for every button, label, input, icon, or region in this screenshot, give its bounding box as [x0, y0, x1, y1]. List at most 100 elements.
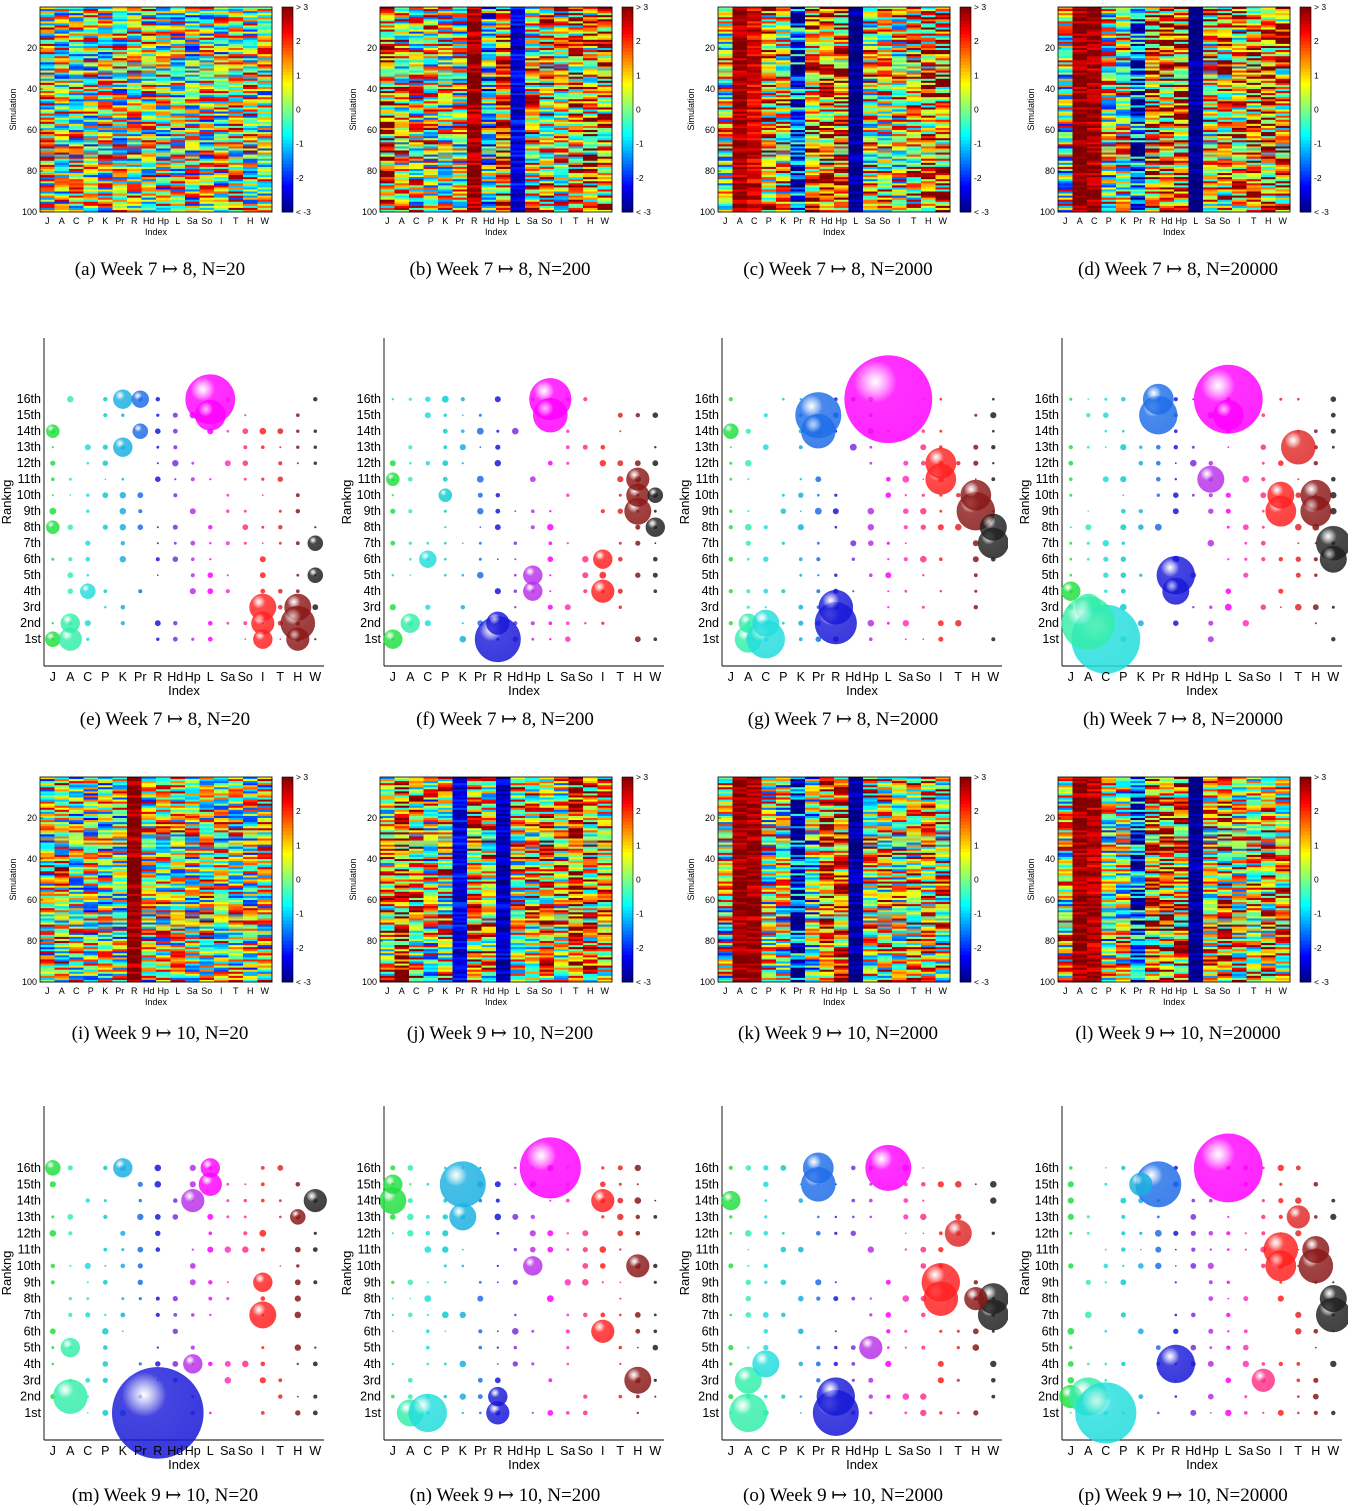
heatmap-cell — [69, 101, 84, 104]
heatmap-cell — [747, 175, 762, 178]
heatmap-cell — [539, 201, 555, 205]
heatmap-cell — [761, 162, 777, 166]
heatmap-cell — [452, 191, 468, 194]
heatmap-cell — [409, 179, 424, 182]
heatmap-cell — [452, 19, 468, 22]
heatmap-cell — [380, 187, 395, 190]
heatmap-cell — [732, 72, 748, 76]
heatmap-cell — [98, 160, 113, 164]
heatmap-cell — [718, 205, 733, 209]
x-tick-label: I — [560, 216, 563, 226]
heatmap-cell — [257, 138, 273, 141]
heatmap-cell — [394, 58, 410, 61]
heatmap-cell — [423, 27, 439, 30]
heatmap-cell — [539, 166, 555, 170]
heatmap-cell — [228, 101, 244, 104]
heatmap-cell — [170, 84, 186, 88]
heatmap-cell — [83, 60, 99, 63]
heatmap-cell — [452, 62, 468, 65]
heatmap-cell — [452, 166, 468, 170]
heatmap-cell — [141, 205, 157, 209]
heatmap-cell — [409, 189, 424, 192]
heatmap-cell — [185, 158, 200, 162]
heatmap-cell — [214, 150, 229, 153]
heatmap-cell — [776, 86, 791, 90]
heatmap-cell — [170, 205, 186, 209]
heatmap-cell — [127, 101, 142, 104]
heatmap-cell — [510, 23, 526, 26]
heatmap-cell — [877, 175, 893, 178]
heatmap-cell — [257, 80, 273, 84]
heatmap-cell — [568, 152, 584, 155]
heatmap-cell — [877, 25, 893, 28]
heatmap-cell — [732, 50, 748, 53]
heatmap-cell — [848, 162, 864, 166]
colorbar-segment — [622, 61, 633, 66]
heatmap-cell — [747, 103, 762, 106]
heatmap-cell — [409, 13, 424, 16]
heatmap-cell — [409, 86, 424, 90]
heatmap-cell — [40, 189, 55, 192]
heatmap-cell — [906, 48, 922, 51]
heatmap-cell — [438, 62, 453, 65]
heatmap-cell — [776, 140, 791, 143]
heatmap-cell — [409, 162, 424, 166]
heatmap-cell — [583, 103, 598, 106]
heatmap-cell — [776, 154, 791, 158]
heatmap-cell — [141, 107, 157, 110]
heatmap-cell — [409, 125, 424, 129]
heatmap-cell — [863, 164, 878, 168]
heatmap-cell — [243, 132, 258, 135]
heatmap-cell — [98, 209, 113, 213]
heatmap-cell — [452, 52, 468, 55]
heatmap-cell — [54, 15, 70, 18]
heatmap-cell — [98, 21, 113, 24]
heatmap-cell — [496, 74, 511, 78]
heatmap-cell — [54, 154, 70, 158]
heatmap-cell — [877, 91, 893, 94]
colorbar-segment — [622, 99, 633, 104]
heatmap-cell — [496, 140, 511, 143]
heatmap-cell — [496, 119, 511, 123]
heatmap-cell — [481, 68, 497, 71]
heatmap-cell — [539, 199, 555, 203]
heatmap-cell — [732, 103, 748, 106]
heatmap-cell — [877, 15, 893, 18]
heatmap-cell — [761, 199, 777, 203]
heatmap-cell — [510, 111, 526, 114]
heatmap-cell — [539, 13, 555, 16]
heatmap-cell — [510, 205, 526, 209]
heatmap-cell — [718, 91, 733, 94]
heatmap-cell — [525, 193, 540, 196]
subfigure-caption-a: (a) Week 7 ↦ 8, N=20 — [74, 259, 246, 280]
heatmap-cell — [380, 103, 395, 106]
heatmap-cell — [790, 168, 806, 172]
heatmap-cell — [467, 156, 482, 160]
heatmap-cell — [83, 140, 99, 143]
heatmap-cell — [257, 136, 273, 139]
x-axis-label: Index — [485, 227, 508, 237]
heatmap-cell — [525, 103, 540, 106]
heatmap-cell — [906, 62, 922, 65]
heatmap-cell — [156, 156, 171, 160]
heatmap-cell — [568, 189, 584, 192]
heatmap-cell — [380, 29, 395, 32]
heatmap-cell — [583, 185, 598, 188]
heatmap-cell — [761, 130, 777, 133]
heatmap-cell — [805, 191, 820, 194]
heatmap-cell — [40, 146, 55, 149]
heatmap-cell — [69, 117, 84, 121]
colorbar-segment — [622, 164, 633, 169]
heatmap-cells — [40, 7, 273, 213]
heatmap-cell — [935, 19, 951, 22]
heatmap-cell — [69, 177, 84, 180]
heatmap-cell — [877, 39, 893, 43]
heatmap-cell — [199, 11, 215, 14]
heatmap-cell — [597, 113, 613, 117]
heatmap-cell — [921, 138, 936, 141]
heatmap-cell — [761, 209, 777, 213]
heatmap-cell — [863, 201, 878, 205]
heatmap-cell — [40, 37, 55, 41]
heatmap-cell — [69, 31, 84, 35]
heatmap-cell — [170, 146, 186, 149]
